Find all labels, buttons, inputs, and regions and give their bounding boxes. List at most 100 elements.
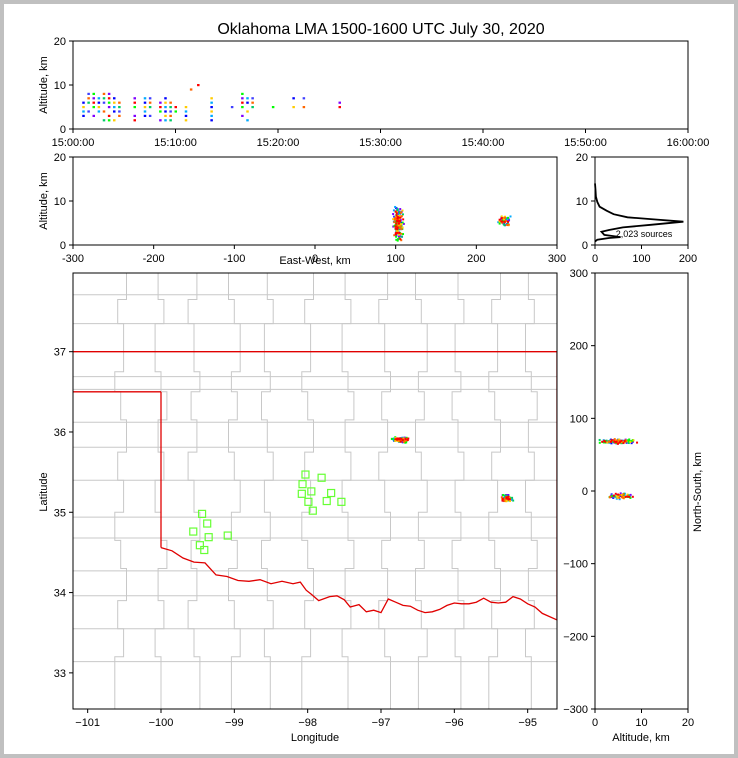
- time-height-xtick-label: 15:10:00: [154, 137, 197, 149]
- time-height-source: [102, 97, 106, 100]
- ew-height-xtick-label: -100: [223, 253, 245, 265]
- ew-height-source: [400, 235, 403, 238]
- lma-station: [298, 480, 307, 489]
- time-height-source: [92, 114, 95, 117]
- plan-view-xtick-label: −95: [518, 717, 537, 729]
- height-ns-source: [605, 439, 608, 442]
- map-source: [505, 499, 508, 502]
- map-source: [399, 437, 402, 440]
- time-height-source: [118, 106, 121, 109]
- time-height-source: [210, 110, 213, 113]
- height-ns-source: [610, 439, 613, 442]
- time-height-source: [148, 114, 152, 117]
- map-source: [399, 440, 402, 443]
- map-sources: [390, 436, 515, 503]
- time-height-source: [107, 101, 111, 104]
- ew-height-xtick-label: -200: [143, 253, 165, 265]
- height-ns-source: [622, 493, 625, 496]
- map-source: [407, 437, 410, 440]
- time-height-source: [97, 101, 101, 104]
- map-source: [501, 497, 504, 500]
- lma-station: [322, 496, 331, 506]
- time-height-source: [107, 119, 111, 122]
- ew-height-source: [393, 225, 396, 228]
- ew-height-source: [393, 234, 396, 237]
- ew-height-frame: [72, 156, 558, 246]
- height-ns-source: [617, 495, 620, 498]
- ew-height-source: [501, 218, 504, 221]
- lma-station: [337, 497, 346, 506]
- ew-height-source: [507, 219, 510, 222]
- time-height-source: [143, 110, 147, 113]
- height-ns-source: [613, 440, 616, 443]
- height-ns-source: [628, 495, 631, 498]
- time-height-source: [113, 101, 116, 104]
- height-ns-sources: [598, 438, 639, 501]
- ew-height-xtick-label: -300: [62, 253, 84, 265]
- time-height-source: [164, 97, 167, 100]
- height-ns-source: [610, 493, 613, 496]
- height-ns-xlabel: Altitude, km: [612, 732, 669, 744]
- height-ns-source: [602, 441, 605, 444]
- time-height-source: [164, 110, 167, 113]
- ew-height-source: [500, 215, 503, 218]
- ew-height-source: [394, 210, 397, 213]
- map-source: [402, 438, 405, 441]
- height-ns-source: [598, 441, 601, 444]
- ew-height-source: [498, 222, 501, 225]
- ew-height-source: [395, 223, 398, 226]
- time-height-xtick-label: 15:50:00: [564, 137, 607, 149]
- ew-height-source: [401, 213, 404, 216]
- map-source: [402, 440, 405, 443]
- ew-height-source: [501, 221, 504, 224]
- time-height-source: [133, 114, 136, 117]
- ew-height-source: [401, 221, 404, 224]
- height-ns-source: [632, 439, 635, 442]
- plan-view-xtick-label: −101: [75, 717, 100, 729]
- map-source: [500, 496, 503, 499]
- ew-height-source: [399, 216, 402, 219]
- station-markers: [189, 470, 346, 555]
- time-height-source: [338, 101, 341, 104]
- lma-station: [189, 527, 198, 536]
- county-line: [341, 273, 355, 709]
- time-height-source: [241, 114, 244, 117]
- height-ns-source: [603, 439, 606, 442]
- time-height-source: [133, 101, 136, 104]
- time-height-source: [164, 106, 167, 109]
- plan-view-ytick-label: 35: [54, 507, 66, 519]
- time-height-source: [102, 119, 106, 122]
- height-ns-ytick-label: 200: [570, 341, 588, 353]
- time-height-source: [107, 114, 111, 117]
- time-height-source: [210, 106, 213, 109]
- time-height-source: [197, 84, 200, 87]
- time-height-source: [92, 106, 95, 109]
- height-ns-source: [613, 438, 616, 441]
- height-ns-source: [629, 441, 632, 444]
- height-ns-source: [618, 441, 621, 444]
- ew-height-source: [506, 222, 509, 225]
- map-source: [512, 499, 515, 502]
- ew-height-source: [395, 238, 398, 241]
- ew-height-source: [398, 224, 401, 227]
- time-height-source: [174, 110, 177, 113]
- height-ns-source: [606, 441, 609, 444]
- ew-height-source: [500, 217, 503, 220]
- map-source: [404, 438, 407, 441]
- time-height-source: [159, 101, 162, 104]
- ew-height-source: [394, 227, 397, 230]
- time-height-source: [292, 106, 295, 109]
- altitude-histogram-panel: 0 100 200 0 10 20 2,023 sources: [576, 152, 697, 265]
- map-source: [396, 438, 399, 441]
- height-ns-source: [604, 440, 607, 443]
- time-height-source: [107, 106, 111, 109]
- time-height-xtick-label: 15:40:00: [462, 137, 505, 149]
- time-height-source: [169, 119, 172, 122]
- time-height-source: [143, 97, 147, 100]
- height-ns-source: [629, 493, 632, 496]
- figure-title: Oklahoma LMA 1500-1600 UTC July 30, 2020: [217, 21, 544, 38]
- time-height-source: [82, 114, 85, 117]
- time-height-source: [92, 97, 95, 100]
- time-height-source: [82, 110, 85, 113]
- height-ns-source: [636, 441, 639, 444]
